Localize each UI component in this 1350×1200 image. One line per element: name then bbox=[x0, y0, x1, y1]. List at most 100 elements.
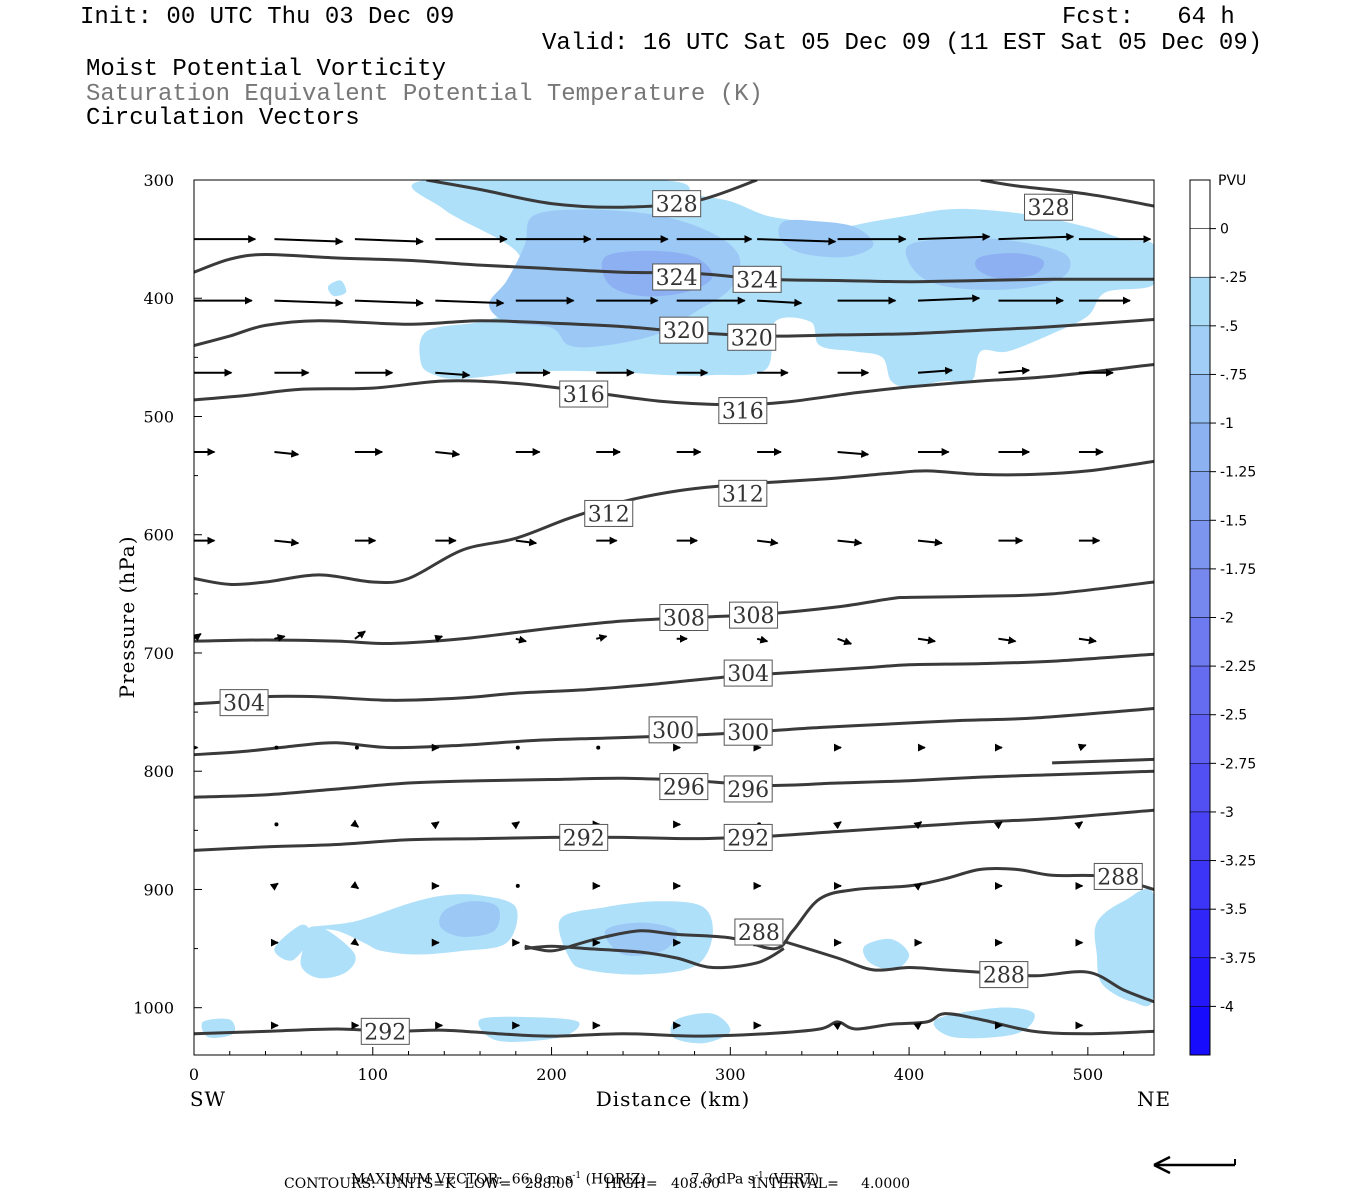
circulation-vector bbox=[435, 370, 471, 379]
x-axis-ticks: 0 100 200 300 400 500 bbox=[189, 1047, 1125, 1084]
isentrope-328 bbox=[980, 180, 1154, 208]
contour-label-box bbox=[659, 316, 709, 344]
circulation-vector bbox=[837, 538, 863, 547]
contour-label-box bbox=[729, 601, 779, 629]
colorbar-swatch bbox=[1189, 228, 1211, 278]
max-vector-label: MAXIMUM VECTOR: bbox=[350, 1171, 503, 1188]
max-vector-info: MAXIMUM VECTOR: 66.0 m s-1 (HORIZ) 7.3 d… bbox=[342, 1158, 819, 1187]
contour-label-box bbox=[1093, 862, 1143, 890]
contour-info: CONTOURS: UNITS=K LOW= 288.00 HIGH= 408.… bbox=[284, 1176, 911, 1192]
y-axis-ticks: 300 400 500 600 700 800 900 1000 bbox=[133, 171, 202, 1018]
contour-label-box bbox=[723, 718, 773, 746]
isentrope-292 bbox=[194, 808, 1154, 852]
colorbar-label: -2.5 bbox=[1220, 708, 1247, 724]
x-tick-label: 100 bbox=[357, 1065, 388, 1084]
colorbar-label: 0 bbox=[1220, 222, 1229, 238]
circulation-vector bbox=[993, 821, 1003, 830]
circulation-vector bbox=[913, 1022, 923, 1031]
contour-label-box bbox=[723, 775, 773, 803]
isentrope-320 bbox=[194, 318, 1154, 347]
mpv-region bbox=[933, 1007, 1035, 1039]
contour-label: 324 bbox=[656, 266, 698, 291]
colorbar-label: -1 bbox=[1220, 416, 1234, 432]
contour-label-box bbox=[360, 1017, 410, 1045]
circulation-vector bbox=[757, 538, 779, 547]
contour-label: 328 bbox=[1028, 196, 1070, 221]
x-tick-label: 400 bbox=[894, 1065, 925, 1084]
horiz-unit: (HORIZ) bbox=[585, 1171, 646, 1188]
field-title-theta-es: Saturation Equivalent Potential Temperat… bbox=[86, 81, 763, 108]
mpv-region bbox=[863, 938, 910, 971]
contour-label: 288 bbox=[1097, 865, 1139, 890]
isentrope-300 bbox=[194, 707, 1154, 757]
y-tick-label: 400 bbox=[143, 289, 174, 308]
x-axis-label: Distance (km) bbox=[596, 1087, 751, 1111]
contour-label-box bbox=[732, 265, 782, 293]
y-axis-label: Pressure (hPa) bbox=[115, 536, 139, 699]
contour-label: 312 bbox=[722, 482, 764, 507]
colorbar-swatch bbox=[1189, 179, 1211, 229]
vector-dot bbox=[274, 745, 279, 750]
contour-label-box bbox=[559, 380, 609, 408]
contour-label: 308 bbox=[733, 604, 775, 629]
vector-dot bbox=[274, 822, 279, 827]
colorbar-swatch bbox=[1189, 763, 1211, 813]
contour-label-box bbox=[718, 397, 768, 425]
circulation-vector bbox=[194, 632, 202, 642]
circulation-vector bbox=[435, 449, 461, 458]
field-title-vectors: Circulation Vectors bbox=[86, 105, 360, 132]
colorbar-label: -2.25 bbox=[1220, 659, 1256, 675]
colorbar-title: PVU bbox=[1218, 173, 1246, 189]
contour-labels: 328 328 324 324 320 320 316 316 312 312 308 308 304 3… bbox=[219, 190, 1143, 1045]
contour-label: 292 bbox=[364, 1020, 406, 1045]
circulation-vector bbox=[354, 630, 366, 640]
contour-label-box bbox=[718, 479, 768, 507]
contour-label-box bbox=[1024, 193, 1074, 221]
contour-label: 316 bbox=[722, 400, 764, 425]
circulation-vector bbox=[354, 298, 424, 307]
contour-label: 316 bbox=[563, 383, 605, 408]
contour-label: 296 bbox=[727, 778, 769, 803]
colorbar-label: -.25 bbox=[1220, 270, 1247, 286]
circulation-vector bbox=[917, 232, 991, 241]
isentrope-296 bbox=[1052, 757, 1154, 765]
colorbar-swatch bbox=[1189, 520, 1211, 570]
contour-label: 292 bbox=[727, 826, 769, 851]
contour-label: 292 bbox=[563, 826, 605, 851]
vert-max-value: 7.3 dPa s bbox=[690, 1171, 755, 1188]
isentrope-324 bbox=[194, 252, 1154, 284]
colorbar-label: -2 bbox=[1220, 611, 1234, 627]
circulation-vector bbox=[274, 298, 344, 307]
circulation-vector bbox=[350, 819, 360, 828]
circulation-vector bbox=[354, 237, 424, 246]
x-end-label-ne: NE bbox=[1137, 1087, 1171, 1111]
circulation-vector bbox=[274, 538, 300, 547]
contour-label-box bbox=[652, 190, 702, 218]
isentrope-288 bbox=[524, 866, 1154, 953]
circulation-vector bbox=[350, 881, 360, 890]
x-tick-label: 500 bbox=[1073, 1065, 1104, 1084]
circulation-vector bbox=[913, 821, 923, 830]
contour-label: 304 bbox=[727, 662, 769, 687]
x-end-label-sw: SW bbox=[190, 1087, 226, 1111]
colorbar-swatch bbox=[1189, 374, 1211, 424]
mpv-region bbox=[1094, 889, 1154, 1007]
circulation-vector bbox=[917, 636, 937, 645]
mpv-region bbox=[670, 1013, 731, 1044]
vector-dot bbox=[515, 883, 520, 888]
mpv-region bbox=[274, 924, 311, 961]
contour-label: 296 bbox=[663, 776, 705, 801]
x-tick-label: 0 bbox=[189, 1065, 199, 1084]
colorbar-label: -1.75 bbox=[1220, 562, 1256, 578]
field-title-mpv: Moist Potential Vorticity bbox=[86, 56, 447, 83]
mpv-region bbox=[201, 1018, 236, 1038]
colorbar-swatch bbox=[1189, 568, 1211, 618]
contour-label-box bbox=[723, 659, 773, 687]
contour-label-box bbox=[727, 323, 777, 351]
circulation-vector bbox=[917, 294, 981, 303]
mpv-region bbox=[439, 901, 501, 937]
circulation-vector bbox=[917, 366, 954, 375]
mpv-region bbox=[327, 280, 347, 297]
circulation-vector bbox=[511, 821, 520, 830]
circulation-vector bbox=[837, 449, 870, 458]
